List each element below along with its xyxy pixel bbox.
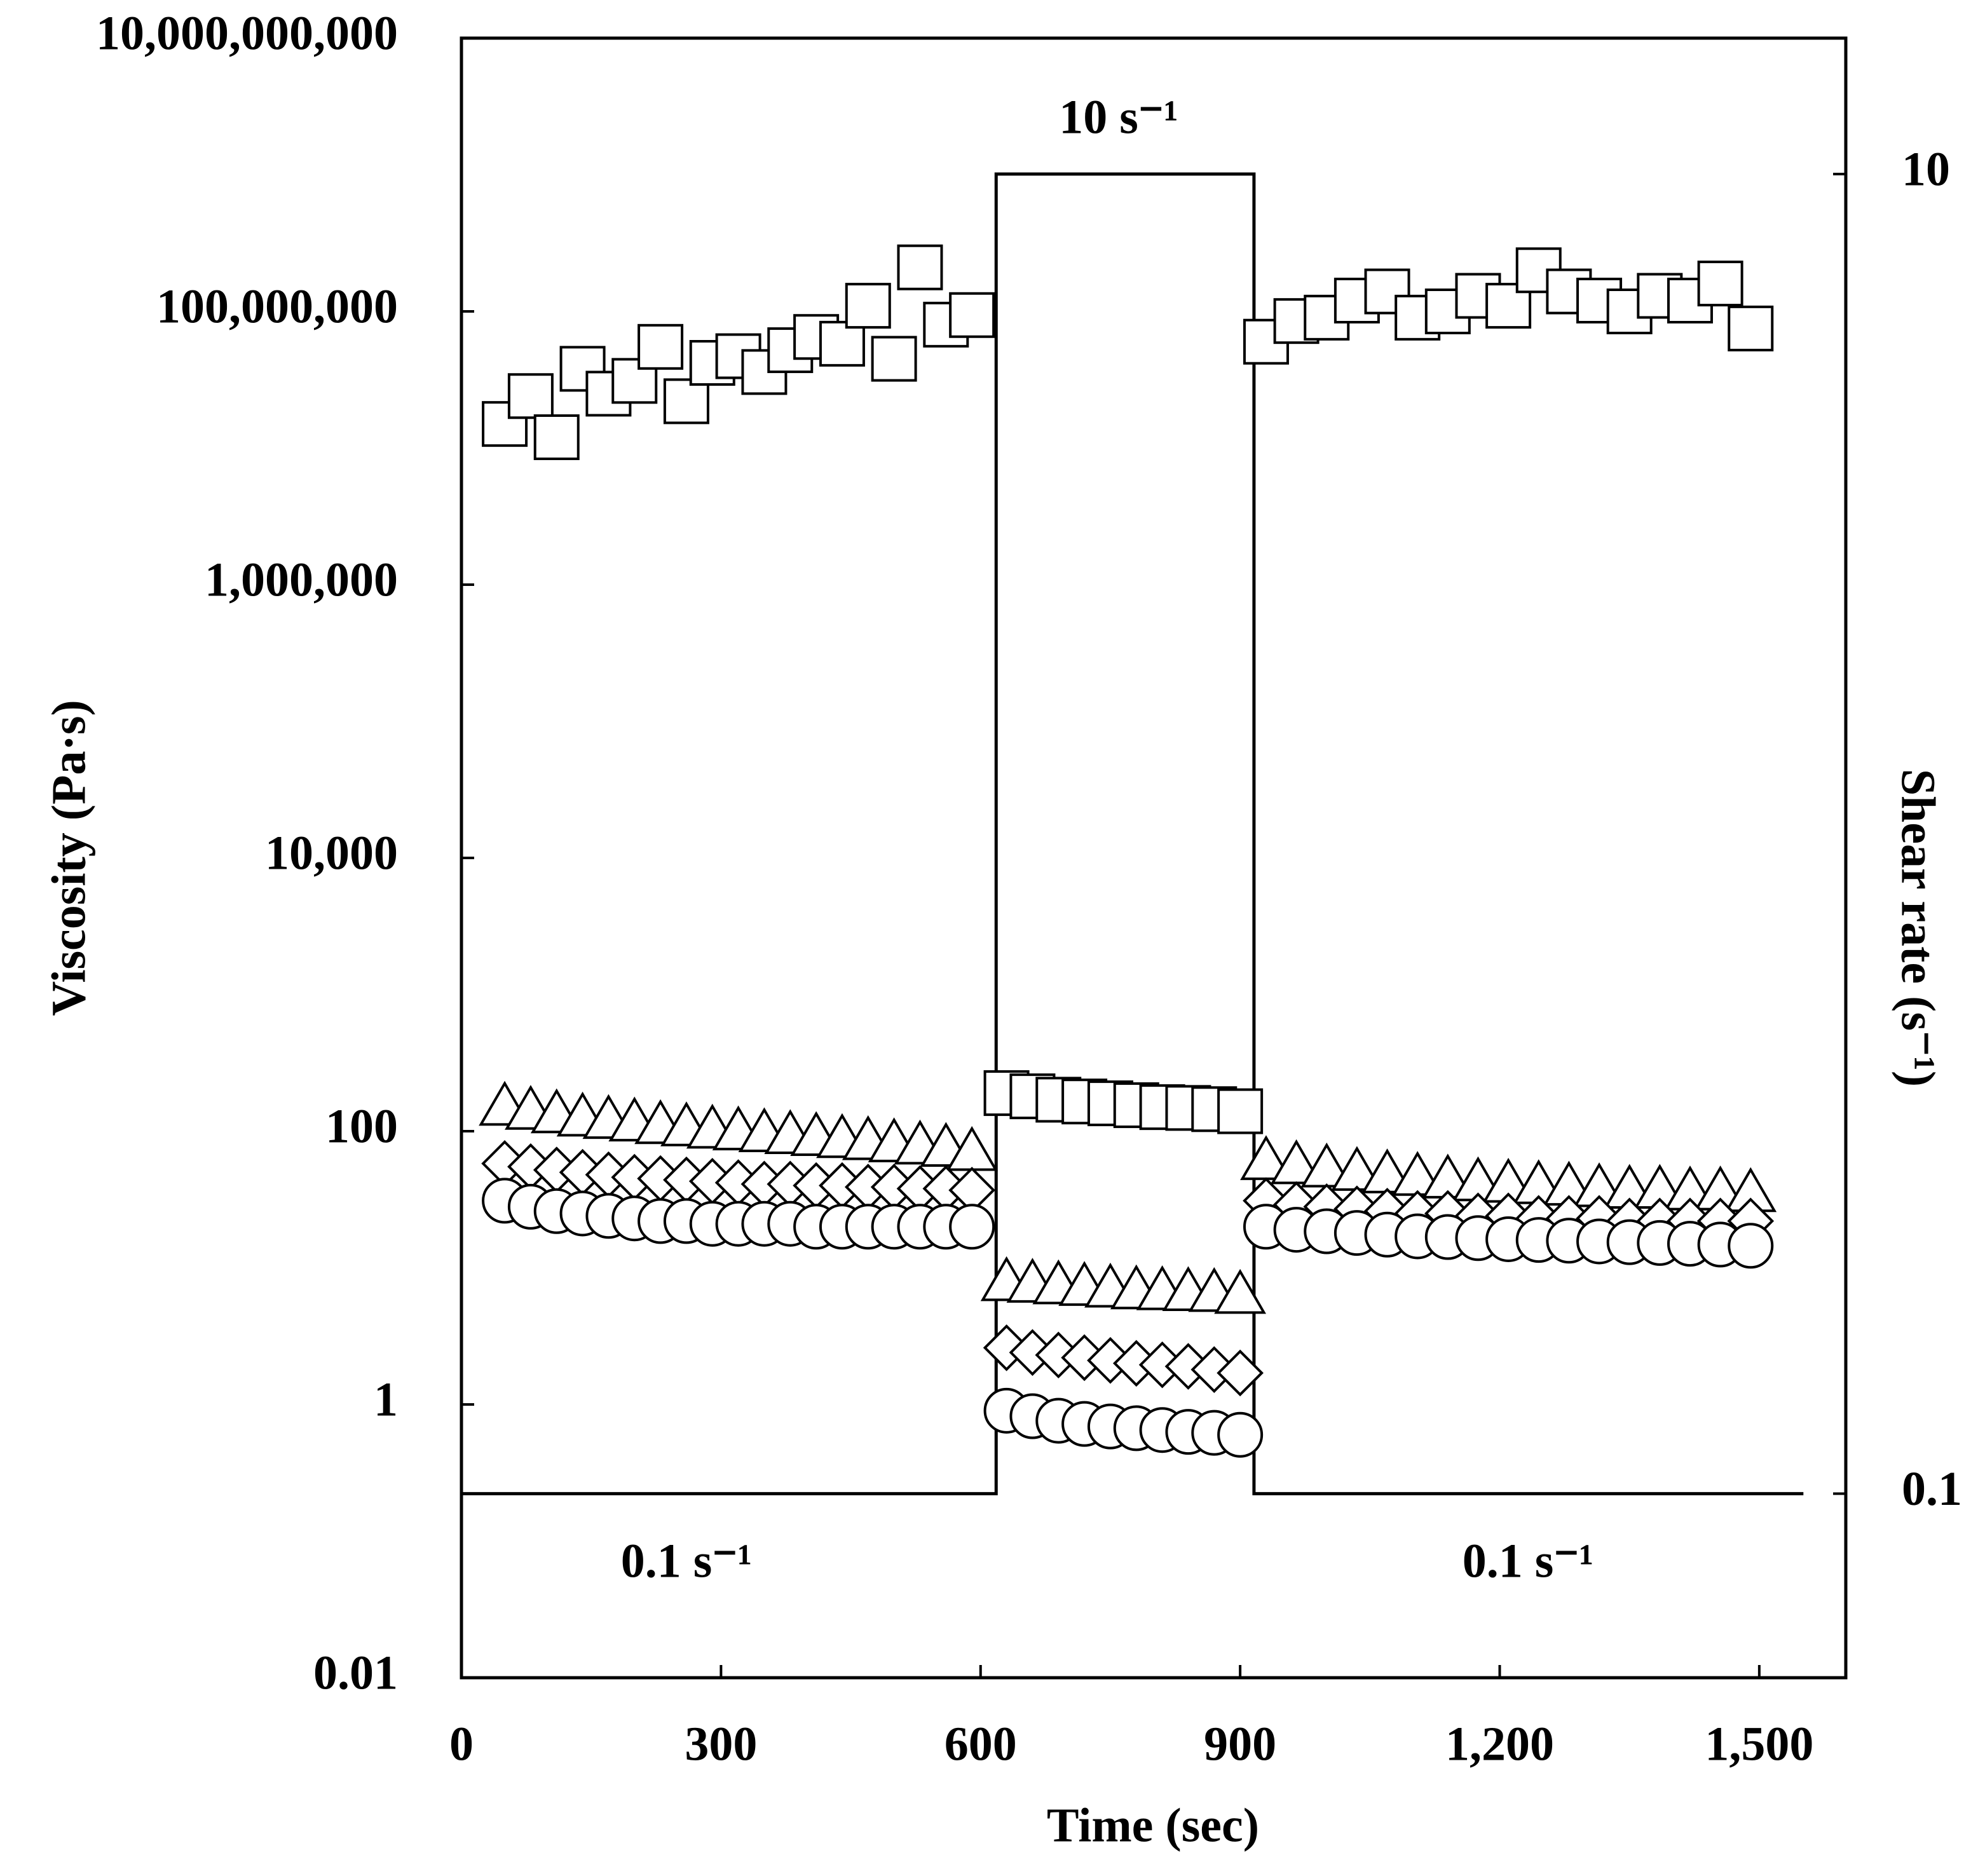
- marker-square: [819, 320, 865, 367]
- y-tick-label: 100: [325, 1099, 398, 1153]
- annotation: 0.1 s⁻¹: [621, 1534, 752, 1587]
- y-tick-label: 10,000: [265, 826, 398, 880]
- x-tick-label: 900: [1204, 1717, 1276, 1771]
- y-tick-label: 10,000,000,000: [96, 6, 398, 60]
- x-axis-title: Time (sec): [1047, 1798, 1259, 1852]
- marker-square: [663, 378, 709, 425]
- marker-circle: [949, 1204, 995, 1250]
- marker-square: [897, 244, 943, 290]
- y2-axis-title: Shear rate (s⁻¹): [1892, 769, 1945, 1087]
- marker-square: [949, 292, 995, 338]
- y-tick-label: 1: [374, 1373, 398, 1426]
- x-tick-label: 600: [945, 1717, 1017, 1771]
- x-tick-label: 300: [685, 1717, 757, 1771]
- y-tick-label: 0.01: [313, 1646, 398, 1699]
- marker-circle: [1728, 1223, 1774, 1269]
- x-tick-label: 1,500: [1705, 1717, 1813, 1771]
- marker-square: [845, 283, 891, 329]
- marker-square: [507, 373, 554, 419]
- y2-tick-label: 0.1: [1902, 1462, 1962, 1516]
- x-tick-label: 1,200: [1445, 1717, 1554, 1771]
- shear-rate-line: [461, 172, 1804, 1495]
- marker-diamond: [1217, 1349, 1264, 1397]
- marker-square: [638, 323, 684, 370]
- annotation: 10 s⁻¹: [1059, 90, 1178, 144]
- x-tick-label: 0: [449, 1717, 474, 1771]
- marker-square: [1728, 305, 1774, 351]
- y-tick-label: 1,000,000: [205, 553, 398, 606]
- marker-square: [1217, 1088, 1264, 1134]
- y-tick-label: 100,000,000: [156, 280, 398, 333]
- marker-square: [533, 414, 580, 460]
- y-axis-title: Viscosity (Pa·s): [42, 700, 95, 1016]
- marker-square: [871, 336, 917, 382]
- marker-square: [1697, 261, 1743, 307]
- annotation: 0.1 s⁻¹: [1463, 1534, 1593, 1587]
- marker-circle: [1217, 1411, 1264, 1458]
- marker-triangle: [1214, 1268, 1266, 1314]
- y2-tick-label: 10: [1902, 142, 1950, 196]
